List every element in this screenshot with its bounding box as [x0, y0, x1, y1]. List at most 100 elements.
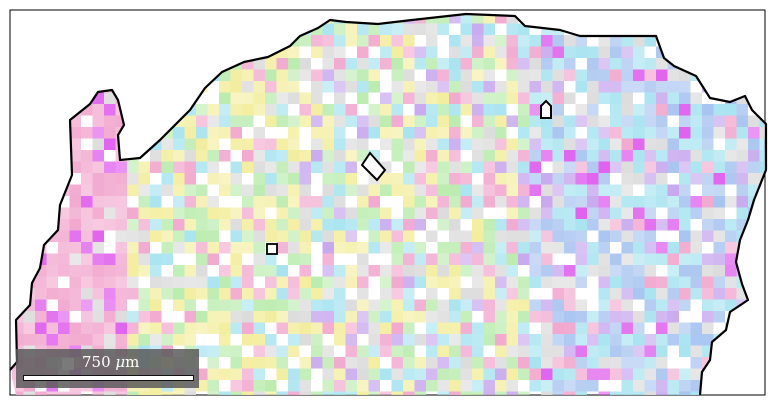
orientation-pixel: [207, 196, 219, 208]
orientation-pixel: [368, 150, 380, 162]
orientation-pixel: [403, 207, 415, 219]
orientation-pixel: [449, 357, 461, 369]
orientation-pixel: [460, 161, 472, 173]
orientation-pixel: [334, 311, 346, 323]
orientation-pixel: [219, 242, 231, 254]
orientation-pixel: [288, 150, 300, 162]
orientation-pixel: [541, 173, 553, 185]
orientation-pixel: [46, 288, 58, 300]
orientation-pixel: [610, 69, 622, 81]
orientation-pixel: [334, 265, 346, 277]
orientation-pixel: [184, 115, 196, 127]
orientation-pixel: [598, 299, 610, 311]
orientation-pixel: [253, 207, 265, 219]
orientation-pixel: [426, 69, 438, 81]
orientation-pixel: [230, 253, 242, 265]
orientation-pixel: [610, 150, 622, 162]
orientation-pixel: [58, 299, 70, 311]
orientation-pixel: [357, 311, 369, 323]
orientation-pixel: [541, 345, 553, 357]
orientation-pixel: [621, 288, 633, 300]
orientation-pixel: [276, 138, 288, 150]
orientation-pixel: [575, 299, 587, 311]
orientation-pixel: [242, 184, 254, 196]
orientation-pixel: [311, 46, 323, 58]
orientation-pixel: [173, 184, 185, 196]
orientation-pixel: [12, 322, 24, 334]
orientation-pixel: [403, 138, 415, 150]
orientation-pixel: [449, 35, 461, 47]
orientation-pixel: [403, 242, 415, 254]
orientation-pixel: [621, 69, 633, 81]
orientation-pixel: [368, 380, 380, 392]
orientation-pixel: [311, 127, 323, 139]
orientation-pixel: [46, 265, 58, 277]
orientation-pixel: [288, 391, 300, 395]
orientation-pixel: [276, 104, 288, 116]
orientation-pixel: [483, 161, 495, 173]
orientation-pixel: [288, 127, 300, 139]
orientation-pixel: [702, 322, 714, 334]
orientation-pixel: [81, 150, 93, 162]
orientation-pixel: [403, 92, 415, 104]
orientation-pixel: [529, 265, 541, 277]
orientation-pixel: [391, 322, 403, 334]
orientation-pixel: [610, 127, 622, 139]
orientation-pixel: [483, 92, 495, 104]
orientation-pixel: [621, 161, 633, 173]
orientation-pixel: [725, 219, 737, 231]
orientation-pixel: [713, 242, 725, 254]
orientation-pixel: [667, 184, 679, 196]
orientation-pixel: [564, 58, 576, 70]
orientation-pixel: [610, 288, 622, 300]
orientation-pixel: [414, 58, 426, 70]
orientation-pixel: [265, 391, 277, 395]
orientation-pixel: [288, 46, 300, 58]
orientation-pixel: [345, 345, 357, 357]
orientation-pixel: [138, 299, 150, 311]
orientation-pixel: [552, 46, 564, 58]
orientation-pixel: [242, 334, 254, 346]
orientation-pixel: [587, 92, 599, 104]
orientation-pixel: [414, 276, 426, 288]
orientation-pixel: [288, 311, 300, 323]
orientation-pixel: [736, 104, 748, 116]
orientation-pixel: [184, 161, 196, 173]
orientation-pixel: [368, 81, 380, 93]
orientation-pixel: [138, 265, 150, 277]
orientation-pixel: [748, 184, 760, 196]
orientation-pixel: [357, 115, 369, 127]
orientation-pixel: [426, 81, 438, 93]
orientation-pixel: [552, 127, 564, 139]
orientation-pixel: [357, 35, 369, 47]
orientation-pixel: [575, 219, 587, 231]
orientation-pixel: [495, 219, 507, 231]
orientation-pixel: [644, 58, 656, 70]
orientation-pixel: [207, 104, 219, 116]
orientation-pixel: [610, 391, 622, 395]
orientation-pixel: [702, 311, 714, 323]
orientation-pixel: [483, 35, 495, 47]
orientation-pixel: [587, 322, 599, 334]
orientation-pixel: [184, 184, 196, 196]
orientation-pixel: [518, 322, 530, 334]
orientation-pixel: [138, 288, 150, 300]
orientation-pixel: [667, 391, 679, 395]
orientation-pixel: [679, 322, 691, 334]
orientation-pixel: [196, 311, 208, 323]
orientation-pixel: [449, 322, 461, 334]
orientation-pixel: [380, 288, 392, 300]
orientation-pixel: [230, 81, 242, 93]
orientation-pixel: [656, 161, 668, 173]
orientation-pixel: [368, 184, 380, 196]
orientation-pixel: [426, 207, 438, 219]
orientation-pixel: [196, 380, 208, 392]
orientation-pixel: [414, 380, 426, 392]
orientation-pixel: [253, 288, 265, 300]
orientation-pixel: [713, 184, 725, 196]
orientation-pixel: [58, 391, 70, 395]
orientation-pixel: [437, 127, 449, 139]
orientation-pixel: [460, 23, 472, 35]
orientation-pixel: [460, 288, 472, 300]
orientation-pixel: [483, 380, 495, 392]
